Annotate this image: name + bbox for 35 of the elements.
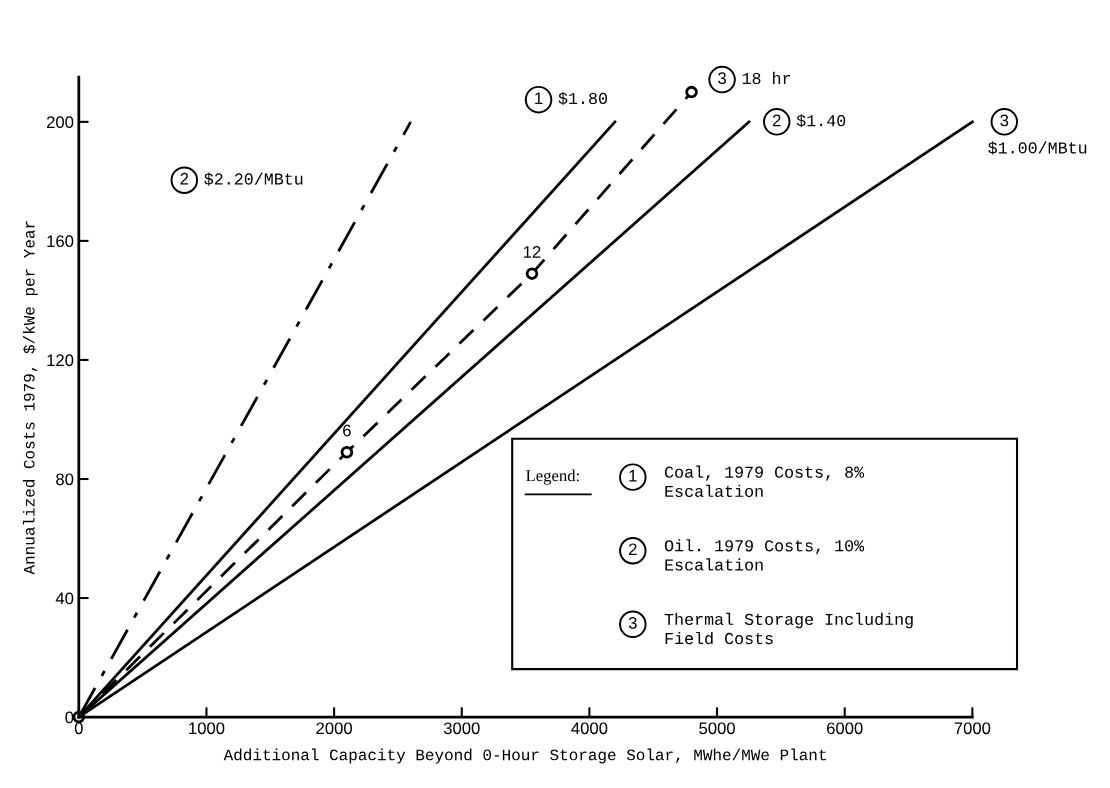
annotation: 3 xyxy=(628,616,637,629)
legend-label: 18 hr xyxy=(742,71,791,85)
x-tick-label: 4000 xyxy=(571,722,608,735)
legend-label: $2.20/MBtu xyxy=(204,172,303,186)
annotation: 2 xyxy=(629,543,637,556)
annotation: 1 xyxy=(629,469,637,482)
annotation: Thermal Storage Including Field Costs xyxy=(664,612,913,645)
x-tick-label: 6000 xyxy=(827,722,863,735)
annotation: 2 xyxy=(180,172,189,185)
series-label: $1.00/MBtu xyxy=(988,141,1087,155)
annotation: Legend: xyxy=(526,469,579,485)
legend-label: $1.40 xyxy=(796,114,846,128)
y-tick-label: 40 xyxy=(55,592,74,605)
x-tick-label: 7000 xyxy=(954,722,991,735)
x-tick-label: 1000 xyxy=(189,722,225,735)
y-axis-title: Annualized Costs 1979, $/kWe per Year xyxy=(22,221,38,575)
annotation: Coal, 1979 Costs, 8% Escalation xyxy=(665,465,865,498)
y-tick-label: 80 xyxy=(56,473,74,486)
x-tick-label: 5000 xyxy=(699,722,735,735)
annotation: 3 xyxy=(718,72,726,85)
y-tick-label: 0 xyxy=(65,711,74,724)
annotation: 12 xyxy=(523,246,541,258)
x-axis-title: Additional Capacity Beyond 0-Hour Storage Solar, MWhe/MWe Plant xyxy=(223,748,826,764)
annotation: 1 xyxy=(535,92,543,104)
y-tick-label: 160 xyxy=(47,235,74,248)
y-tick-label: 120 xyxy=(47,354,74,367)
annotation: 6 xyxy=(343,424,351,437)
annotation: Oil. 1979 Costs, 10% Escalation xyxy=(664,539,865,571)
x-tick-label: 2000 xyxy=(316,722,352,735)
x-tick-label: 3000 xyxy=(443,722,480,735)
legend-label: $1.80 xyxy=(558,91,607,106)
y-tick-label: 200 xyxy=(46,116,74,129)
x-tick-label: 0 xyxy=(74,722,83,735)
annotation: 2 xyxy=(772,114,781,127)
text: 3 xyxy=(1000,114,1009,127)
